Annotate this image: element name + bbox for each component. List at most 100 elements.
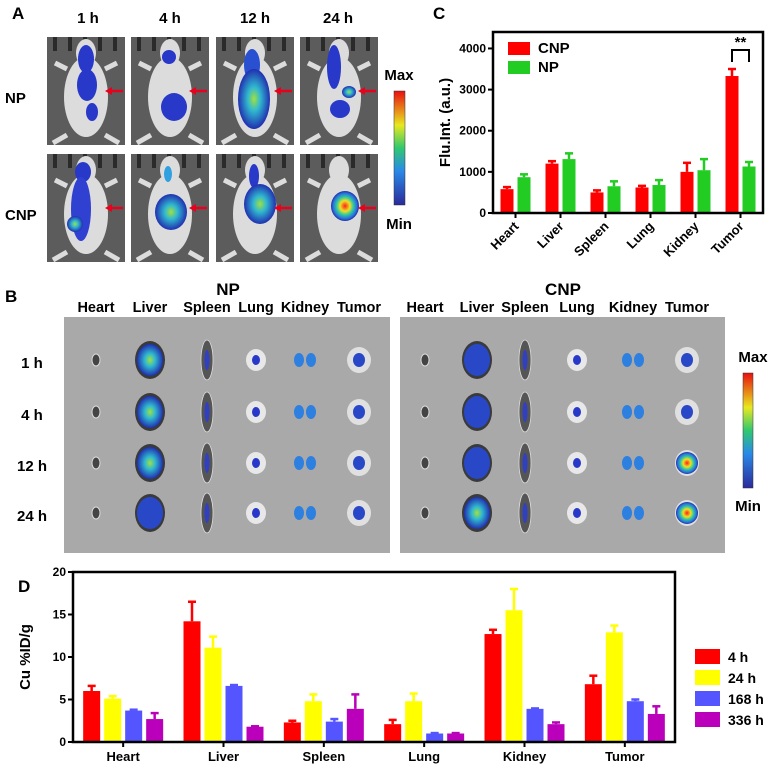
holder-bar — [113, 37, 117, 51]
organ-label: Kidney — [609, 300, 657, 316]
holder-bar — [306, 37, 310, 51]
legend-swatch — [695, 691, 720, 706]
mouse-head — [329, 156, 349, 184]
tumor-signal — [676, 452, 698, 474]
legend-swatch — [695, 649, 720, 664]
organ-sample — [347, 500, 371, 526]
liver-signal — [464, 344, 490, 376]
legend-label: 168 h — [728, 691, 764, 707]
holder-bar — [152, 37, 156, 51]
time-label: 4 h — [21, 407, 43, 424]
kidney-sample — [306, 405, 316, 419]
tumor-signal — [353, 456, 365, 470]
legend-label: NP — [538, 59, 559, 76]
kidney-sample — [622, 456, 632, 470]
red-arrow-icon — [274, 204, 292, 212]
organ-sample — [567, 502, 587, 524]
holder-bar — [351, 154, 355, 168]
organ-sample — [246, 452, 266, 474]
tumor-signal — [676, 502, 698, 524]
liver-signal — [464, 497, 490, 529]
mouse-limbs — [304, 177, 374, 263]
organ-image-background — [64, 317, 390, 553]
y-tick-label: 2000 — [459, 124, 486, 138]
row-label: NP — [5, 90, 26, 107]
colorbar-min-label: Min — [386, 216, 412, 233]
holder-bar — [282, 37, 286, 51]
organ-sample — [420, 506, 430, 520]
bar-heart-CNP — [500, 189, 514, 213]
organ-sample — [294, 405, 316, 419]
spleen-signal — [204, 402, 210, 422]
organ-sample — [518, 492, 532, 534]
liver-signal — [464, 396, 490, 428]
holder-bar — [282, 154, 286, 168]
holder-bar — [68, 37, 72, 51]
bar-spleen-168h — [325, 721, 343, 742]
arrow-head — [105, 204, 112, 212]
organ-sample — [294, 506, 316, 520]
kidney-sample — [306, 506, 316, 520]
kidney-sample — [622, 506, 632, 520]
organ-sample — [294, 353, 316, 367]
x-tick-label: Spleen — [303, 749, 346, 764]
red-arrow-icon — [358, 204, 376, 212]
time-label: 12 h — [17, 458, 47, 475]
red-arrow-icon — [105, 204, 123, 212]
arrow-head — [189, 204, 196, 212]
organ-sample — [567, 401, 587, 423]
bar-tumor-4h — [584, 684, 602, 742]
kidney-sample — [306, 353, 316, 367]
panel-a-in-vivo-images — [47, 37, 378, 263]
lung-signal — [252, 458, 260, 468]
tumor-signal — [353, 506, 365, 520]
colorbar-min-label: Min — [735, 498, 761, 515]
significance-bracket — [731, 49, 750, 62]
arrow-head — [274, 204, 281, 212]
organ-sample — [246, 349, 266, 371]
panel-b-ex-vivo-images: 1 h 4 h 12 h 24 h Heart Liver Spleen Lung Kidney… — [17, 300, 725, 553]
organ-sample — [567, 452, 587, 474]
organ-sample — [91, 405, 101, 419]
holder-bar — [351, 37, 355, 51]
holder-bar — [222, 37, 226, 51]
heart-sample — [91, 353, 101, 367]
bar-heart-24h — [104, 698, 122, 742]
organ-sample — [135, 393, 165, 431]
organ-image-background — [400, 317, 725, 553]
organ-label: Spleen — [183, 300, 231, 316]
bar-tumor-336h — [647, 713, 665, 742]
fluorescence-signal — [75, 162, 91, 182]
bar-tumor-CNP — [725, 76, 739, 214]
x-tick-label: Liver — [208, 749, 239, 764]
chart-c-fluorescence: 0 1000 2000 3000 4000 Flu.Int. (a.u.) Heart Liv… — [437, 30, 765, 260]
fluorescence-signal — [67, 216, 83, 232]
organ-sample — [347, 347, 371, 373]
liver-signal — [137, 497, 163, 529]
x-tick-label: Liver — [534, 219, 567, 252]
panel-label-b: B — [5, 287, 17, 306]
y-tick-label: 4000 — [459, 41, 486, 55]
organ-label: Heart — [77, 300, 114, 316]
organ-sample — [675, 450, 699, 476]
holder-bar — [267, 154, 271, 168]
bar-kidney-4h — [484, 634, 502, 742]
bar-kidney-24h — [505, 610, 523, 742]
lung-signal — [252, 407, 260, 417]
organ-label: Tumor — [337, 300, 381, 316]
organ-sample — [246, 401, 266, 423]
time-label: 24 h — [323, 10, 353, 27]
heart-sample — [91, 456, 101, 470]
spleen-signal — [522, 503, 528, 523]
bar-lung-CNP — [635, 187, 649, 213]
bar-lung-168h — [426, 733, 444, 742]
organ-label: Heart — [406, 300, 443, 316]
group-title-cnp: CNP — [545, 280, 581, 299]
time-label: 24 h — [17, 508, 47, 525]
holder-bar — [152, 154, 156, 168]
tumor-signal — [681, 405, 693, 419]
mouse-limbs — [220, 177, 290, 263]
liver-signal — [137, 344, 163, 376]
legend-swatch — [695, 712, 720, 727]
organ-sample — [200, 339, 214, 381]
